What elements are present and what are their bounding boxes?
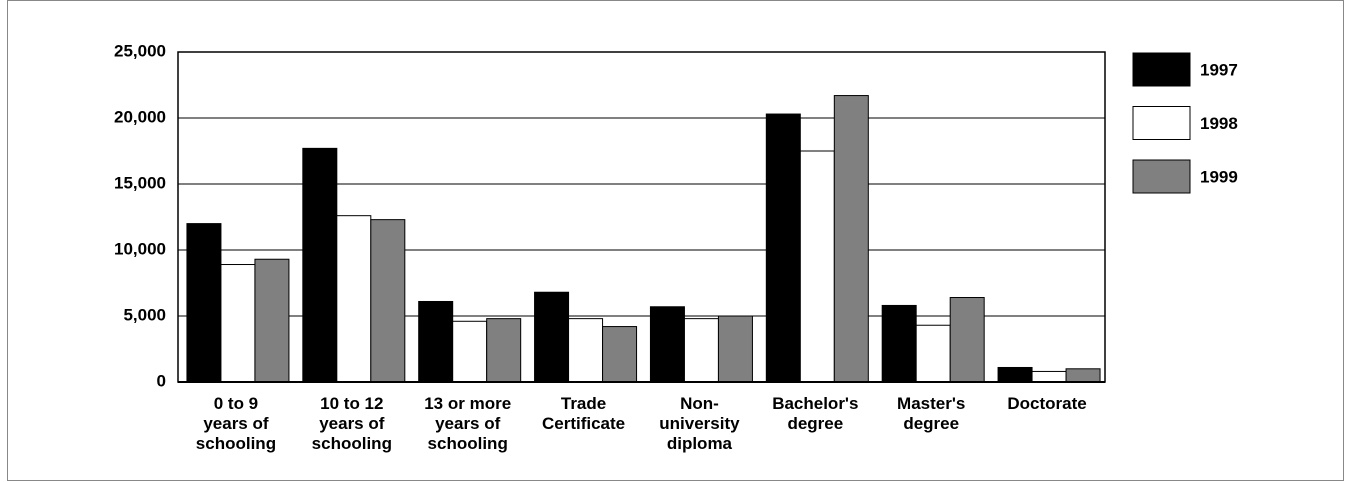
bar [997,366,1033,383]
bar [486,318,522,383]
x-tick-label: Doctorate [1007,394,1086,413]
legend-label: 1998 [1200,114,1238,133]
legend-swatch [1132,52,1191,87]
legend-label: 1999 [1200,167,1238,186]
x-tick-label: Non-university diploma [659,394,740,453]
bar [220,264,256,383]
bar [915,324,951,383]
bar [649,306,685,383]
bar [452,320,488,383]
bar [949,297,985,383]
bar [302,147,338,383]
bar [602,326,638,383]
bar [418,300,454,383]
bar [1065,368,1101,383]
x-tick-label: 13 or more years of schooling [424,394,511,453]
x-tick-label: 10 to 12 years of schooling [312,394,392,453]
x-tick-label: Trade Certificate [542,394,625,433]
y-tick-label: 20,000 [114,107,166,126]
bar [370,219,406,383]
bar [881,304,917,383]
bar [765,113,801,383]
y-tick-label: 10,000 [114,239,166,258]
frame [7,0,1344,481]
x-tick-label: 0 to 9 years of schooling [196,394,276,453]
bar [186,223,222,383]
bar [254,258,290,383]
x-tick-label: Bachelor's degree [772,394,858,433]
bar [683,318,719,383]
y-tick-label: 25,000 [114,41,166,60]
y-tick-label: 5,000 [123,305,166,324]
bar [799,150,835,383]
y-tick-label: 0 [157,371,166,390]
bar [336,215,372,383]
legend-swatch [1132,159,1191,194]
bar [534,291,570,383]
y-tick-label: 15,000 [114,173,166,192]
bar [833,95,869,383]
legend-label: 1997 [1200,60,1238,79]
legend-swatch [1132,106,1191,140]
bar [717,315,753,383]
bar [568,318,604,383]
bar [1031,370,1067,383]
x-tick-label: Master's degree [897,394,965,433]
